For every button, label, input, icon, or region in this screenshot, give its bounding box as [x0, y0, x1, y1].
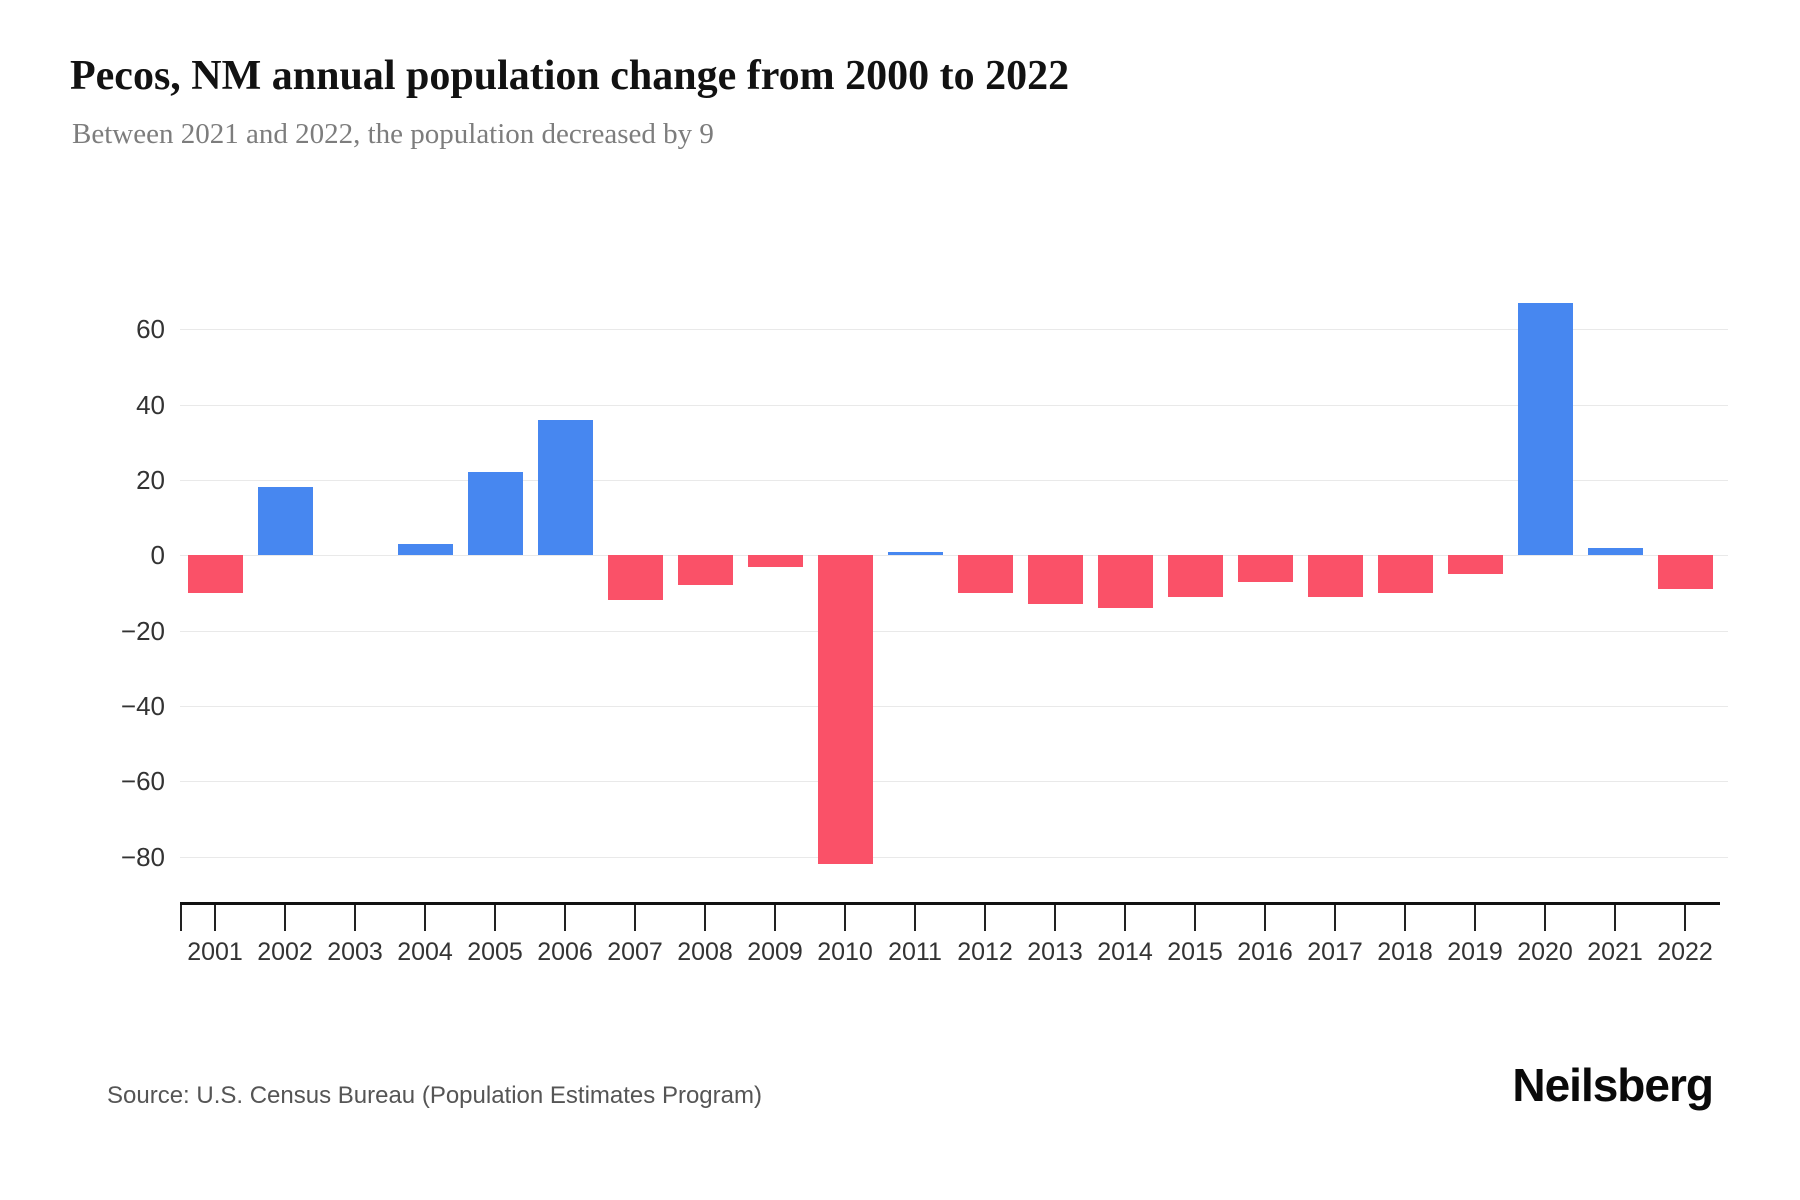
y-tick-label: −20 — [120, 616, 165, 646]
y-tick-label: 60 — [136, 314, 165, 344]
x-tick — [1124, 904, 1126, 931]
bar-2002 — [258, 487, 313, 555]
x-tick — [1194, 904, 1196, 931]
bar-2011 — [888, 552, 943, 555]
x-tick — [1684, 904, 1686, 931]
x-tick-label: 2021 — [1587, 938, 1643, 966]
gridline--80 — [180, 857, 1728, 858]
x-axis-line — [180, 902, 1720, 905]
x-tick-label: 2011 — [888, 938, 942, 966]
y-tick-label: 20 — [136, 465, 165, 495]
gridline--20 — [180, 631, 1728, 632]
gridline--40 — [180, 706, 1728, 707]
x-tick — [1054, 904, 1056, 931]
bar-2022 — [1658, 555, 1713, 589]
x-tick-label: 2004 — [397, 938, 453, 966]
x-tick-label: 2007 — [607, 938, 663, 966]
bar-2010 — [818, 555, 873, 864]
y-tick-label: −80 — [120, 842, 165, 872]
x-tick-label: 2003 — [327, 938, 383, 966]
bar-2007 — [608, 555, 663, 600]
gridline--60 — [180, 781, 1728, 782]
bar-2014 — [1098, 555, 1153, 608]
x-tick — [424, 904, 426, 931]
bar-2015 — [1168, 555, 1223, 597]
x-tick-label: 2012 — [957, 938, 1013, 966]
page-subtitle: Between 2021 and 2022, the population de… — [72, 118, 714, 150]
x-tick-label: 2009 — [747, 938, 803, 966]
y-tick-label: −60 — [120, 766, 165, 796]
x-tick — [354, 904, 356, 931]
x-tick-label: 2022 — [1657, 938, 1713, 966]
gridline-20 — [180, 480, 1728, 481]
bar-2008 — [678, 555, 733, 585]
x-tick-label: 2005 — [467, 938, 523, 966]
x-tick-label: 2016 — [1237, 938, 1293, 966]
brand-logo: Neilsberg — [1512, 1059, 1714, 1111]
x-tick-label: 2006 — [537, 938, 593, 966]
x-tick — [284, 904, 286, 931]
y-tick-label: −40 — [120, 691, 165, 721]
x-tick-label: 2017 — [1307, 938, 1363, 966]
x-tick-label: 2010 — [817, 938, 873, 966]
x-tick — [1544, 904, 1546, 931]
bar-2012 — [958, 555, 1013, 593]
gridline-60 — [180, 329, 1728, 330]
x-tick — [1334, 904, 1336, 931]
bar-2006 — [538, 420, 593, 555]
x-tick — [1404, 904, 1406, 931]
x-tick-label: 2008 — [677, 938, 733, 966]
x-tick-label: 2018 — [1377, 938, 1433, 966]
x-tick-label: 2015 — [1167, 938, 1223, 966]
bar-2020 — [1518, 303, 1573, 555]
source-note: Source: U.S. Census Bureau (Population E… — [107, 1082, 762, 1109]
bar-2016 — [1238, 555, 1293, 582]
page-title: Pecos, NM annual population change from … — [70, 53, 1070, 99]
bar-2021 — [1588, 548, 1643, 555]
x-tick — [564, 904, 566, 931]
x-tick-label: 2014 — [1097, 938, 1153, 966]
x-tick — [774, 904, 776, 931]
x-tick — [214, 904, 216, 931]
x-tick — [1264, 904, 1266, 931]
bar-2017 — [1308, 555, 1363, 597]
x-tick — [634, 904, 636, 931]
x-tick — [984, 904, 986, 931]
bar-2004 — [398, 544, 453, 555]
bar-2013 — [1028, 555, 1083, 604]
x-tick-label: 2019 — [1447, 938, 1503, 966]
bar-2005 — [468, 472, 523, 555]
x-tick — [704, 904, 706, 931]
x-tick — [844, 904, 846, 931]
x-tick — [494, 904, 496, 931]
bar-2019 — [1448, 555, 1503, 574]
bar-2018 — [1378, 555, 1433, 593]
bar-2001 — [188, 555, 243, 593]
gridline-0 — [180, 555, 1728, 556]
x-tick — [914, 904, 916, 931]
x-tick-start — [180, 904, 182, 931]
x-tick-label: 2013 — [1027, 938, 1083, 966]
x-tick — [1474, 904, 1476, 931]
y-tick-label: 40 — [136, 390, 165, 420]
bar-2009 — [748, 555, 803, 567]
x-tick-label: 2002 — [257, 938, 313, 966]
x-tick-label: 2001 — [187, 938, 243, 966]
y-tick-label: 0 — [150, 540, 165, 570]
x-tick — [1614, 904, 1616, 931]
x-tick-label: 2020 — [1517, 938, 1573, 966]
gridline-40 — [180, 405, 1728, 406]
